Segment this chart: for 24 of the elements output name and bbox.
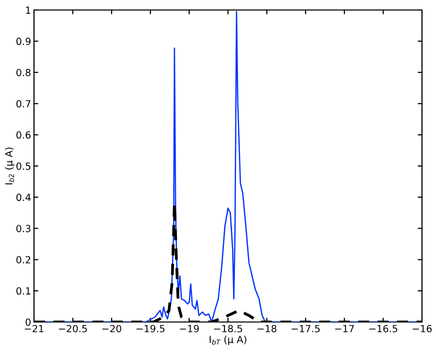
x-tick-label: −16 xyxy=(412,324,432,332)
y-tick-label: 0.2 xyxy=(16,256,30,264)
y-tick-label: 0.9 xyxy=(16,38,31,46)
y-axis-title: I$_{b2}$ (μ A) xyxy=(4,148,14,184)
x-tick-label: −19.5 xyxy=(136,324,164,332)
x-tick-label: −19 xyxy=(180,324,199,332)
y-tick-label: 0.3 xyxy=(16,224,30,232)
y-tick-label: 0 xyxy=(26,318,31,326)
x-tick-label: −17.5 xyxy=(292,325,320,332)
y-tick-label: 0.8 xyxy=(16,68,31,76)
x-tick-label: −18.5 xyxy=(214,324,242,332)
y-tick-label: 0.1 xyxy=(16,287,30,295)
y-tick-label: 0.6 xyxy=(16,131,31,139)
x-tick-label: −17 xyxy=(335,325,354,332)
x-tick-label: −21 xyxy=(24,324,44,332)
x-axis-title: I$_{bT}$ (μ A) xyxy=(210,336,246,345)
y-tick-label: 1 xyxy=(26,6,30,14)
y-tick-label: 0.4 xyxy=(16,194,31,202)
x-tick-label: −20 xyxy=(102,324,122,332)
y-tick-label: 0.5 xyxy=(16,162,30,170)
y-tick-label: 0.7 xyxy=(16,100,30,108)
x-tick-label: −18 xyxy=(258,324,276,332)
x-tick-label: −20.5 xyxy=(58,324,87,332)
x-tick-label: −16.5 xyxy=(369,324,398,332)
